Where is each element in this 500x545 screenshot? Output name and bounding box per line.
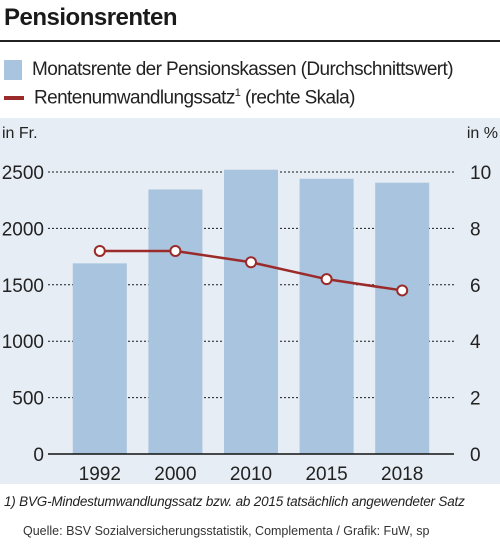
chart-title: Pensionsrenten bbox=[4, 4, 178, 31]
left-tick-label: 500 bbox=[12, 389, 44, 410]
x-tick-label: 2010 bbox=[230, 464, 272, 484]
line-legend-swatch bbox=[4, 96, 24, 100]
bar bbox=[375, 182, 430, 454]
right-tick-label: 4 bbox=[470, 332, 481, 353]
right-tick-label: 2 bbox=[470, 389, 481, 410]
legend-item-line: Rentenumwandlungssatz1 (rechte Skala) bbox=[4, 84, 355, 112]
left-tick-label: 0 bbox=[33, 445, 44, 466]
bar bbox=[72, 263, 127, 454]
left-tick-label: 2000 bbox=[2, 219, 44, 240]
bar-legend-swatch bbox=[4, 60, 22, 80]
bar-legend-label: Monatsrente der Pensionskassen (Durchsch… bbox=[32, 59, 454, 80]
combo-chart: in Fr. in % 2500 2000 1500 1000 500 0 10 8 6 4 2 0 199… bbox=[2, 125, 498, 484]
left-tick-label: 2500 bbox=[2, 163, 44, 184]
source-note: Quelle: BSV Sozialversicherungsstatistik… bbox=[23, 524, 430, 538]
right-tick-label: 0 bbox=[470, 445, 481, 466]
line-point bbox=[320, 273, 333, 286]
left-tick-label: 1000 bbox=[2, 332, 44, 353]
line-legend-label: Rentenumwandlungssatz1 (rechte Skala) bbox=[34, 86, 355, 109]
legend-item-bars: Monatsrente der Pensionskassen (Durchsch… bbox=[4, 56, 454, 84]
line-point bbox=[396, 284, 409, 297]
title-rule bbox=[0, 40, 500, 42]
line-point bbox=[93, 244, 106, 257]
x-tick-label: 2015 bbox=[305, 464, 347, 484]
bar bbox=[224, 169, 278, 454]
x-tick-label: 2018 bbox=[381, 464, 423, 484]
right-axis-unit: in % bbox=[467, 125, 498, 142]
x-tick-label: 2000 bbox=[154, 464, 196, 484]
bar bbox=[148, 189, 203, 454]
x-tick-label: 1992 bbox=[79, 464, 121, 484]
right-tick-label: 10 bbox=[470, 163, 491, 184]
right-tick-label: 8 bbox=[470, 219, 481, 240]
left-axis-unit: in Fr. bbox=[2, 125, 38, 142]
line-point bbox=[169, 244, 182, 257]
bar bbox=[299, 178, 354, 454]
line-point bbox=[245, 256, 257, 269]
right-tick-label: 6 bbox=[470, 276, 481, 297]
footnote: 1) BVG-Mindestumwandlungssatz bzw. ab 20… bbox=[4, 494, 465, 509]
left-tick-label: 1500 bbox=[2, 276, 44, 297]
